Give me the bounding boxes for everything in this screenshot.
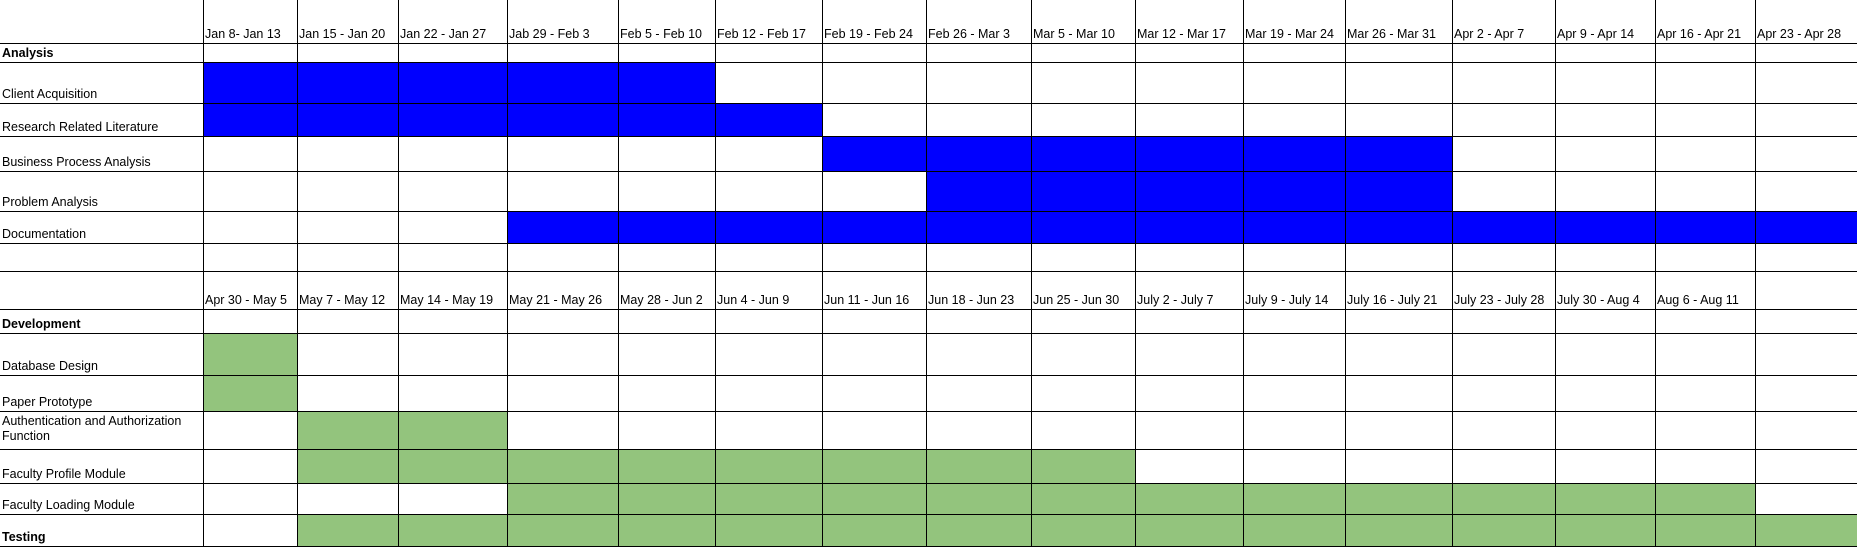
grid-line: [822, 0, 823, 547]
task-label: Authentication and Authorization Functio…: [2, 414, 182, 443]
grid-line: [1031, 0, 1032, 547]
grid-line: [926, 0, 927, 547]
week-header: Apr 30 - May 5: [205, 293, 287, 307]
week-header: Apr 2 - Apr 7: [1454, 27, 1525, 41]
grid-line: [1655, 0, 1656, 547]
grid-line: [0, 136, 1857, 137]
week-header: May 14 - May 19: [400, 293, 494, 307]
task-label: Database Design: [2, 359, 98, 373]
task-bar: [507, 484, 1755, 515]
grid-line: [0, 449, 1857, 450]
grid-line: [0, 211, 1857, 212]
grid-line: [1345, 0, 1346, 547]
grid-line: [0, 309, 1857, 310]
week-header: Apr 23 - Apr 28: [1757, 27, 1842, 41]
week-header: Jun 11 - Jun 16: [824, 293, 910, 307]
week-header: Jab 29 - Feb 3: [509, 27, 590, 41]
grid-line: [618, 0, 619, 547]
task-label: Paper Prototype: [2, 395, 93, 409]
week-header: Feb 5 - Feb 10: [620, 27, 702, 41]
grid-line: [1755, 0, 1756, 547]
grid-line: [297, 0, 298, 547]
task-label: Problem Analysis: [2, 195, 98, 209]
section-header: Testing: [2, 530, 46, 544]
grid-line: [507, 0, 508, 547]
task-bar: [203, 376, 297, 412]
week-header: May 21 - May 26: [509, 293, 603, 307]
week-header: July 30 - Aug 4: [1557, 293, 1640, 307]
grid-line: [0, 171, 1857, 172]
week-header: July 2 - July 7: [1137, 293, 1214, 307]
week-header: Jun 18 - Jun 23: [928, 293, 1015, 307]
grid-line: [1452, 0, 1453, 547]
week-header: July 16 - July 21: [1347, 293, 1438, 307]
week-header: Mar 26 - Mar 31: [1347, 27, 1436, 41]
week-header: Jan 22 - Jan 27: [400, 27, 487, 41]
task-bar: [297, 450, 1135, 484]
task-bar: [507, 212, 1857, 244]
task-label: Faculty Loading Module: [2, 498, 135, 512]
week-header: May 7 - May 12: [299, 293, 386, 307]
grid-line: [0, 483, 1857, 484]
grid-line: [0, 271, 1857, 272]
task-bar: [203, 334, 297, 376]
task-label: Client Acquisition: [2, 87, 98, 101]
week-header: Mar 19 - Mar 24: [1245, 27, 1334, 41]
week-header: Jun 4 - Jun 9: [717, 293, 790, 307]
week-header: July 23 - July 28: [1454, 293, 1545, 307]
grid-line: [0, 243, 1857, 244]
task-label: Business Process Analysis: [2, 155, 151, 169]
task-label: Research Related Literature: [2, 120, 159, 134]
task-bar: [822, 137, 1452, 172]
grid-line: [0, 375, 1857, 376]
grid-line: [1135, 0, 1136, 547]
week-header: May 28 - Jun 2: [620, 293, 703, 307]
task-bar: [203, 63, 715, 104]
grid-line: [0, 514, 1857, 515]
week-header: Aug 6 - Aug 11: [1657, 293, 1739, 307]
task-bar: [297, 515, 1857, 547]
week-header: Jun 25 - Jun 30: [1033, 293, 1120, 307]
grid-line: [0, 43, 1857, 44]
section-header: Analysis: [2, 46, 54, 60]
week-header: Apr 9 - Apr 14: [1557, 27, 1635, 41]
task-label: Documentation: [2, 227, 87, 241]
grid-line: [0, 411, 1857, 412]
week-header: Apr 16 - Apr 21: [1657, 27, 1742, 41]
week-header: July 9 - July 14: [1245, 293, 1329, 307]
week-header: Feb 12 - Feb 17: [717, 27, 806, 41]
task-bar: [926, 172, 1452, 212]
grid-line: [0, 333, 1857, 334]
task-label: Faculty Profile Module: [2, 467, 126, 481]
grid-line: [203, 0, 204, 547]
task-bar: [297, 412, 507, 450]
week-header: Jan 15 - Jan 20: [299, 27, 386, 41]
grid-line: [398, 0, 399, 547]
grid-line: [1243, 0, 1244, 547]
week-header: Feb 19 - Feb 24: [824, 27, 913, 41]
grid-line: [715, 0, 716, 547]
week-header: Mar 12 - Mar 17: [1137, 27, 1226, 41]
grid-line: [1555, 0, 1556, 547]
section-header: Development: [2, 317, 81, 331]
week-header: Jan 8- Jan 13: [205, 27, 281, 41]
week-header: Feb 26 - Mar 3: [928, 27, 1010, 41]
grid-line: [0, 103, 1857, 104]
grid-line: [0, 62, 1857, 63]
task-bar: [203, 104, 822, 137]
week-header: Mar 5 - Mar 10: [1033, 27, 1115, 41]
